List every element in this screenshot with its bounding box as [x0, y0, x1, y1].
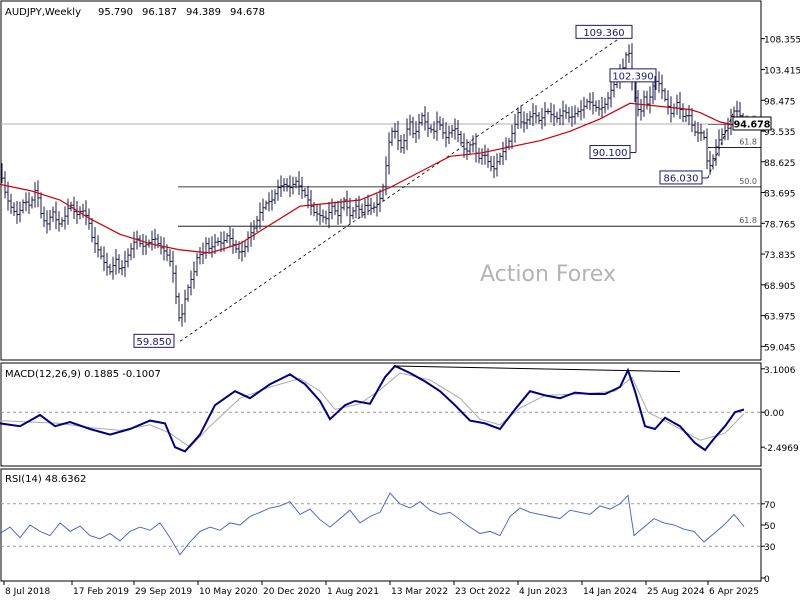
last-price-badge	[732, 116, 772, 131]
macd-trendline	[394, 365, 681, 373]
x-tick-label: 1 Aug 2021	[327, 587, 379, 597]
price-annotation-box	[609, 68, 657, 83]
y-tick-label: 98.475	[764, 97, 796, 107]
price-annotation-box	[133, 333, 175, 348]
x-tick-label: 17 Feb 2019	[73, 587, 129, 597]
rsi-tick-label: 50	[764, 522, 776, 532]
y-tick-label: 59.045	[764, 343, 796, 353]
rsi-label: RSI(14) 48.6362	[5, 474, 86, 485]
macd-signal-line	[0, 372, 745, 448]
rsi-line	[0, 492, 745, 556]
price-annotation-label: 109.360	[583, 28, 624, 39]
x-tick-label: 10 May 2020	[199, 587, 258, 597]
y-tick-label: 68.905	[764, 282, 796, 292]
y-tick-label: 63.975	[764, 313, 796, 323]
last-price-label: 94.678	[734, 119, 771, 130]
y-tick-label: 103.415	[764, 66, 800, 76]
price-layer: 108.355 103.415 98.475 93.535 88.625 83.695 78…	[0, 24, 800, 353]
price-annotation-label: 59.850	[137, 337, 172, 348]
macd-tick-label: -2.4969	[764, 444, 799, 454]
moving-average-line	[0, 102, 745, 254]
x-tick-label: 6 Apr 2025	[709, 587, 759, 597]
chart-header-high: 96.187	[142, 7, 177, 18]
x-tick-label: 13 Mar 2022	[391, 587, 448, 597]
x-tick-label: 29 Sep 2019	[135, 587, 192, 597]
swing-line	[707, 110, 735, 179]
rsi-panel	[0, 468, 762, 582]
x-tick-label: 23 Oct 2022	[455, 587, 511, 597]
swing-line	[179, 32, 629, 342]
x-tick-label: 25 Aug 2024	[647, 587, 705, 597]
retracement-label: 61.8	[739, 216, 757, 225]
price-annotation-box	[575, 24, 633, 39]
x-tick-label: 8 Jul 2018	[5, 587, 50, 597]
x-tick-label: 4 Jun 2023	[519, 587, 567, 597]
main-panel	[0, 0, 762, 361]
rsi-tick-label: 30	[764, 543, 776, 553]
y-tick-label: 73.835	[764, 251, 796, 261]
y-tick-label: 83.695	[764, 190, 796, 200]
macd-label: MACD(12,26,9) 0.1885 -0.1007	[5, 369, 161, 380]
chart-header-close: 94.678	[230, 7, 265, 18]
macd-layer: 3.1006 0.00 -2.4969	[0, 364, 799, 454]
macd-panel	[0, 362, 762, 467]
retracement-label: 61.8	[739, 138, 757, 147]
macd-tick-label: 0.00	[764, 409, 784, 419]
y-tick-label: 88.625	[764, 159, 796, 169]
price-annotation-label: 102.390	[612, 71, 653, 82]
chart-header-open: 95.790	[98, 7, 133, 18]
y-tick-label: 108.355	[764, 36, 800, 46]
rsi-tick-label: 70	[764, 501, 776, 511]
rsi-tick-label: 0	[764, 575, 770, 585]
x-tick-label: 14 Jan 2024	[583, 587, 637, 597]
x-tick-label: 20 Dec 2020	[263, 587, 321, 597]
chart-header-low: 94.389	[186, 7, 221, 18]
rsi-layer: 70 50 30 0	[0, 492, 776, 585]
chart-header-symbol: AUDJPY,Weekly	[5, 7, 81, 18]
price-annotation-label: 90.100	[593, 148, 628, 159]
y-tick-label: 78.765	[764, 220, 796, 230]
price-annotation-label: 86.030	[664, 173, 699, 184]
macd-tick-label: 3.1006	[764, 366, 796, 376]
y-tick-label: 93.535	[764, 128, 796, 138]
macd-line	[0, 364, 745, 453]
retracement-label: 50.0	[739, 177, 757, 186]
watermark: Action Forex	[480, 262, 616, 287]
